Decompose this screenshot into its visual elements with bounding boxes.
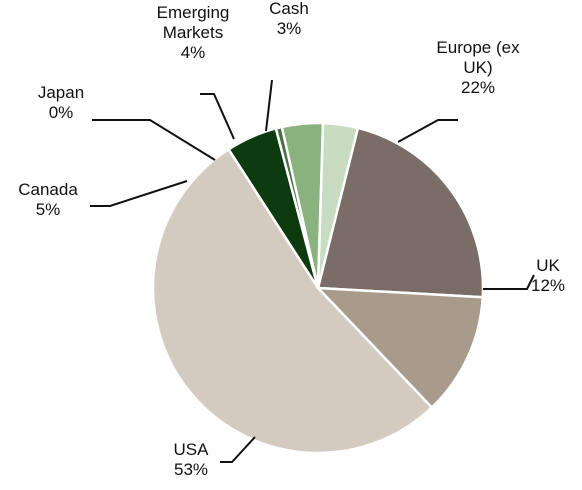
label-value: 53% xyxy=(174,460,208,479)
label-value: 4% xyxy=(181,43,206,62)
leader-japan xyxy=(92,119,216,161)
label-japan: Japan 0% xyxy=(38,83,84,122)
label-name-line: Cash xyxy=(269,0,309,18)
slice-labels: Europe (ex UK) 22% UK 12% USA 53% Canada 5% Japan… xyxy=(18,0,565,479)
label-name-line: Japan xyxy=(38,83,84,102)
leader-uk xyxy=(483,274,535,290)
slice-cash xyxy=(316,121,360,290)
label-name-line: Emerging xyxy=(157,3,230,22)
label-usa: USA 53% xyxy=(174,440,210,479)
label-name-line: Europe (ex xyxy=(436,38,520,57)
label-value: 3% xyxy=(277,19,302,38)
label-name-line: UK xyxy=(536,256,560,275)
leader-emerging-markets xyxy=(200,93,235,140)
slice-europe-ex-uk xyxy=(316,126,485,299)
leader-cash xyxy=(265,79,273,132)
label-name-line: Canada xyxy=(18,180,78,199)
leader-lines xyxy=(90,79,535,463)
label-name-line: UK) xyxy=(463,58,492,77)
label-uk: UK 12% xyxy=(531,256,565,295)
label-value: 5% xyxy=(36,200,61,219)
label-value: 0% xyxy=(49,103,74,122)
slice-usa xyxy=(151,148,434,455)
label-europe-ex-uk: Europe (ex UK) 22% xyxy=(436,38,520,97)
label-name-line: Markets xyxy=(163,23,223,42)
label-name-line: USA xyxy=(174,440,210,459)
label-emerging-markets: Emerging Markets 4% xyxy=(157,3,230,62)
label-value: 12% xyxy=(531,276,565,295)
label-cash: Cash 3% xyxy=(269,0,309,38)
label-value: 22% xyxy=(461,78,495,97)
pie-slices xyxy=(151,121,485,455)
leader-usa xyxy=(220,436,256,463)
label-canada: Canada 5% xyxy=(18,180,78,219)
slice-uk xyxy=(316,286,484,409)
leader-europe-ex-uk xyxy=(397,119,458,143)
leader-canada xyxy=(90,180,188,207)
